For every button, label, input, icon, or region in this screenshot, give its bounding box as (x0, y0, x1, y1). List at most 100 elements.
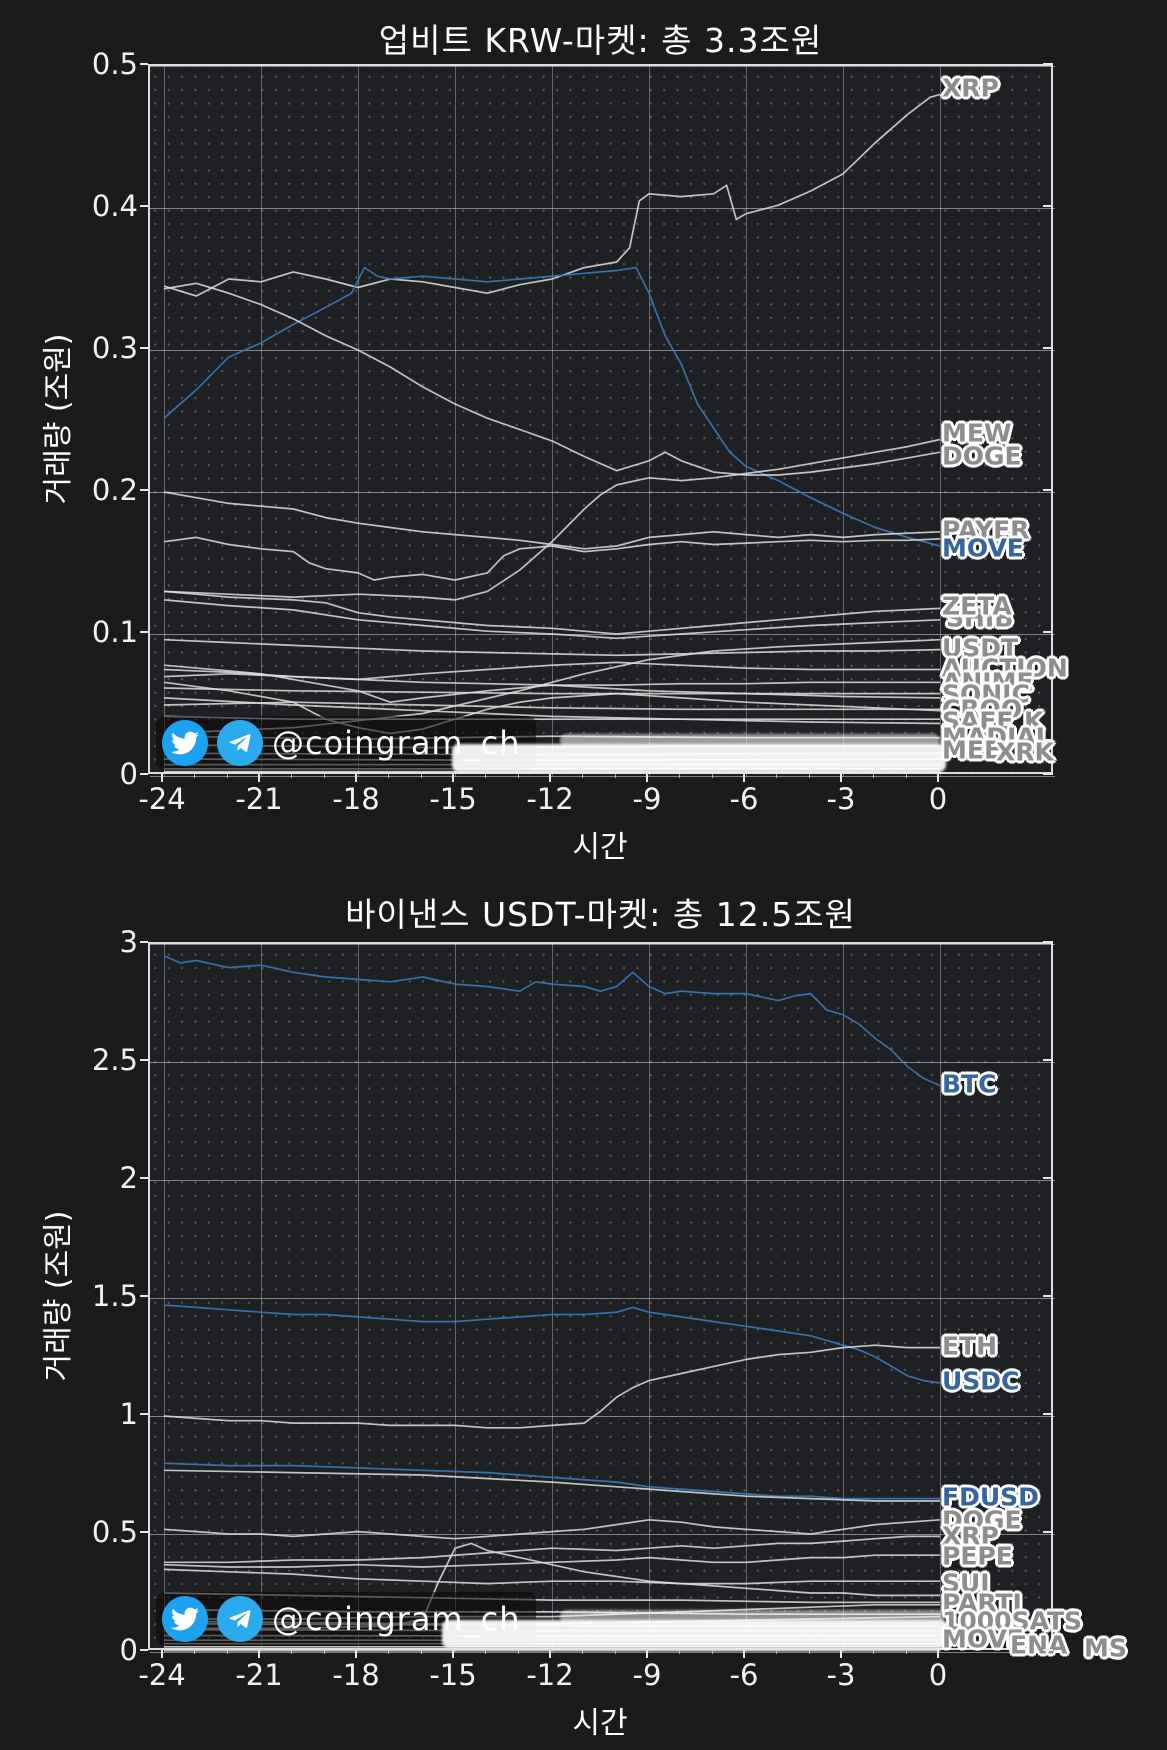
ticker-label-MEW: MEW (942, 418, 1012, 448)
upbit-x-axis-label: 시간 (572, 830, 628, 865)
ticker-label-ENA: ENA (1010, 1630, 1068, 1660)
series-lines (163, 93, 941, 773)
x-minor-tick-mark (711, 1650, 713, 1654)
series-line-USDC (163, 1304, 941, 1384)
ticker-label-K: K (1024, 706, 1044, 736)
series-line-unlabeled-a (163, 536, 941, 581)
series-line-SHIB (163, 599, 941, 640)
x-tick-mark (258, 774, 260, 782)
x-tick-mark (549, 774, 551, 782)
telegram-icon (217, 720, 263, 766)
x-tick-label: -9 (632, 1658, 662, 1692)
ticker-label-MOVE: MOVE (942, 1624, 1024, 1654)
y-tick-mark (140, 63, 148, 65)
series-line-unlabeled-e (163, 697, 941, 725)
y-tick-mark-right (1043, 1059, 1053, 1061)
y-tick-mark (140, 205, 148, 207)
y-gridline (150, 944, 1055, 945)
series-line-BTC (163, 955, 941, 1087)
x-minor-tick-mark (679, 774, 681, 778)
y-tick-mark (140, 1177, 148, 1179)
y-tick-label: 0.2 (91, 473, 138, 507)
y-tick-mark-right (1043, 489, 1053, 491)
x-minor-tick-mark (226, 774, 228, 778)
x-tick-label: -21 (235, 782, 283, 816)
ticker-label-PARTI: PARTI (942, 1588, 1022, 1618)
y-tick-label: 0 (119, 1633, 138, 1667)
y-tick-label: 2.5 (91, 1043, 138, 1077)
x-gridline (649, 66, 650, 776)
x-minor-tick-mark (291, 774, 293, 778)
x-tick-mark (161, 1650, 163, 1658)
ticker-label-ZETA: ZETA (942, 591, 1012, 621)
ticker-label-PEPE: PEPE (942, 1541, 1013, 1571)
y-tick-mark-right (1043, 1177, 1053, 1179)
binance-plot-area (148, 942, 1055, 1653)
y-gridline (150, 776, 1055, 777)
x-minor-tick-mark (388, 1650, 390, 1654)
x-minor-tick-mark (582, 1650, 584, 1654)
x-gridline (261, 66, 262, 776)
x-minor-tick-mark (388, 774, 390, 778)
y-tick-label: 1 (119, 1397, 138, 1431)
x-minor-tick-mark (808, 774, 810, 778)
overlapping-labels-band (560, 1610, 945, 1623)
y-tick-mark-right (1043, 63, 1053, 65)
x-minor-tick-mark (808, 1650, 810, 1654)
y-tick-mark-right (1043, 347, 1053, 349)
x-minor-tick-mark (679, 1650, 681, 1654)
x-gridline (746, 944, 747, 1652)
ticker-label-MOVE: MOVE (942, 533, 1024, 563)
x-minor-tick-mark (582, 774, 584, 778)
x-tick-mark (549, 1650, 551, 1658)
x-gridline (940, 66, 941, 776)
x-minor-tick-mark (776, 1650, 778, 1654)
x-gridline (649, 944, 650, 1652)
twitter-icon (162, 720, 208, 766)
x-minor-tick-mark (776, 774, 778, 778)
y-tick-label: 0.4 (91, 189, 138, 223)
series-line-ETH (163, 1344, 940, 1429)
x-minor-tick-mark (226, 1650, 228, 1654)
series-line-MEW (163, 438, 941, 601)
x-gridline (843, 66, 844, 776)
ticker-label-BTC: BTC (942, 1069, 997, 1099)
ticker-label-XRP: XRP (942, 1521, 999, 1551)
y-tick-label: 0 (119, 757, 138, 791)
x-tick-label: -12 (526, 1658, 574, 1692)
y-tick-mark-right (1043, 1295, 1053, 1297)
ticker-label-FDUSD: FDUSD (942, 1482, 1039, 1512)
y-tick-mark (140, 347, 148, 349)
x-minor-tick-mark (873, 1650, 875, 1654)
x-tick-mark (743, 1650, 745, 1658)
y-tick-mark (140, 1059, 148, 1061)
ticker-label-DOGE: DOGE (942, 441, 1022, 471)
x-minor-tick-mark (517, 774, 519, 778)
x-gridline (940, 944, 941, 1652)
series-line-DOGE (163, 282, 941, 476)
ticker-label-PAYER: PAYER (942, 515, 1030, 545)
x-tick-mark (452, 774, 454, 782)
y-gridline (150, 634, 1055, 635)
x-tick-mark (840, 774, 842, 782)
x-gridline (455, 66, 456, 776)
x-tick-mark (161, 774, 163, 782)
y-tick-mark (140, 1649, 148, 1651)
x-minor-tick-mark (711, 774, 713, 778)
x-tick-mark (646, 1650, 648, 1658)
watermark-chart1: @coingram_ch (156, 716, 537, 770)
y-tick-label: 2 (119, 1161, 138, 1195)
telegram-icon (217, 1596, 263, 1642)
y-gridline (150, 1062, 1055, 1063)
x-minor-tick-mark (420, 774, 422, 778)
y-gridline (150, 350, 1055, 351)
series-line-SONIC (163, 687, 940, 695)
series-line-XRP (163, 93, 941, 297)
y-tick-mark-right (1043, 1413, 1053, 1415)
x-tick-mark (937, 1650, 939, 1658)
series-line-unlabeled-c (163, 681, 941, 735)
x-tick-mark (743, 774, 745, 782)
series-line-SUI (163, 1568, 940, 1585)
y-tick-label: 0.1 (91, 615, 138, 649)
